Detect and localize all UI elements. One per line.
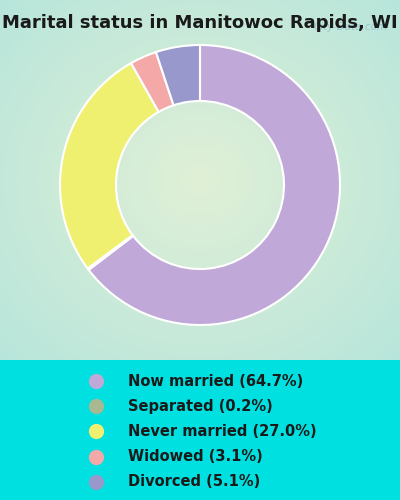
Wedge shape xyxy=(156,45,200,106)
Wedge shape xyxy=(88,235,133,270)
Wedge shape xyxy=(89,45,340,325)
Text: Marital status in Manitowoc Rapids, WI: Marital status in Manitowoc Rapids, WI xyxy=(2,14,398,32)
Wedge shape xyxy=(60,63,159,268)
Text: Separated (0.2%): Separated (0.2%) xyxy=(128,398,273,413)
Text: Never married (27.0%): Never married (27.0%) xyxy=(128,424,317,439)
Wedge shape xyxy=(131,52,174,112)
Text: Now married (64.7%): Now married (64.7%) xyxy=(128,374,303,388)
Text: City-Data.com: City-Data.com xyxy=(314,22,388,32)
Text: Widowed (3.1%): Widowed (3.1%) xyxy=(128,449,263,464)
Text: Divorced (5.1%): Divorced (5.1%) xyxy=(128,474,260,490)
